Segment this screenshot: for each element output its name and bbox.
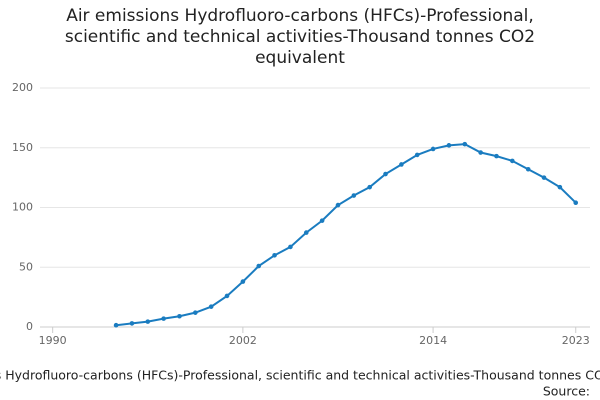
data-point [224, 293, 230, 299]
data-point [525, 166, 531, 172]
x-tick-label: 2023 [562, 334, 590, 347]
x-tick-label: 2002 [229, 334, 257, 347]
data-point [478, 150, 483, 155]
data-point [272, 253, 277, 258]
data-point [129, 321, 135, 326]
data-point [193, 310, 198, 315]
data-point [446, 143, 452, 148]
x-tick-label: 2014 [419, 334, 447, 347]
data-point [113, 322, 119, 328]
y-tick-label: 150 [12, 141, 33, 154]
x-axis-title: Air emissions Hydrofluoro-carbons (HFCs)… [0, 368, 600, 383]
data-point [510, 158, 515, 164]
data-point [541, 175, 547, 180]
data-point [335, 202, 341, 208]
y-tick-label: 100 [12, 201, 33, 214]
series-line [115, 143, 577, 327]
data-point [145, 319, 151, 324]
y-tick-label: 0 [26, 320, 33, 333]
data-point [256, 263, 262, 269]
source: Source: [543, 384, 590, 399]
y-tick-label: 200 [12, 81, 33, 94]
data-point [208, 304, 214, 309]
data-point [414, 152, 420, 158]
data-point [177, 313, 182, 319]
data-point [351, 193, 357, 198]
data-point [161, 316, 166, 321]
data-point [303, 230, 309, 235]
data-point [494, 153, 499, 159]
x-tick-label: 1990 [39, 334, 67, 347]
data-point [557, 184, 563, 190]
y-tick-label: 50 [19, 260, 33, 273]
data-point [573, 200, 579, 206]
chart-title: Air emissions Hydrofluoro-carbons (HFCs)… [64, 6, 536, 68]
data-point [367, 184, 372, 190]
data-point [240, 279, 246, 284]
data-point [399, 162, 404, 167]
data-point [383, 171, 388, 177]
data-point [462, 141, 468, 147]
data-point [319, 218, 325, 223]
data-point [430, 146, 436, 152]
data-point [288, 244, 293, 250]
